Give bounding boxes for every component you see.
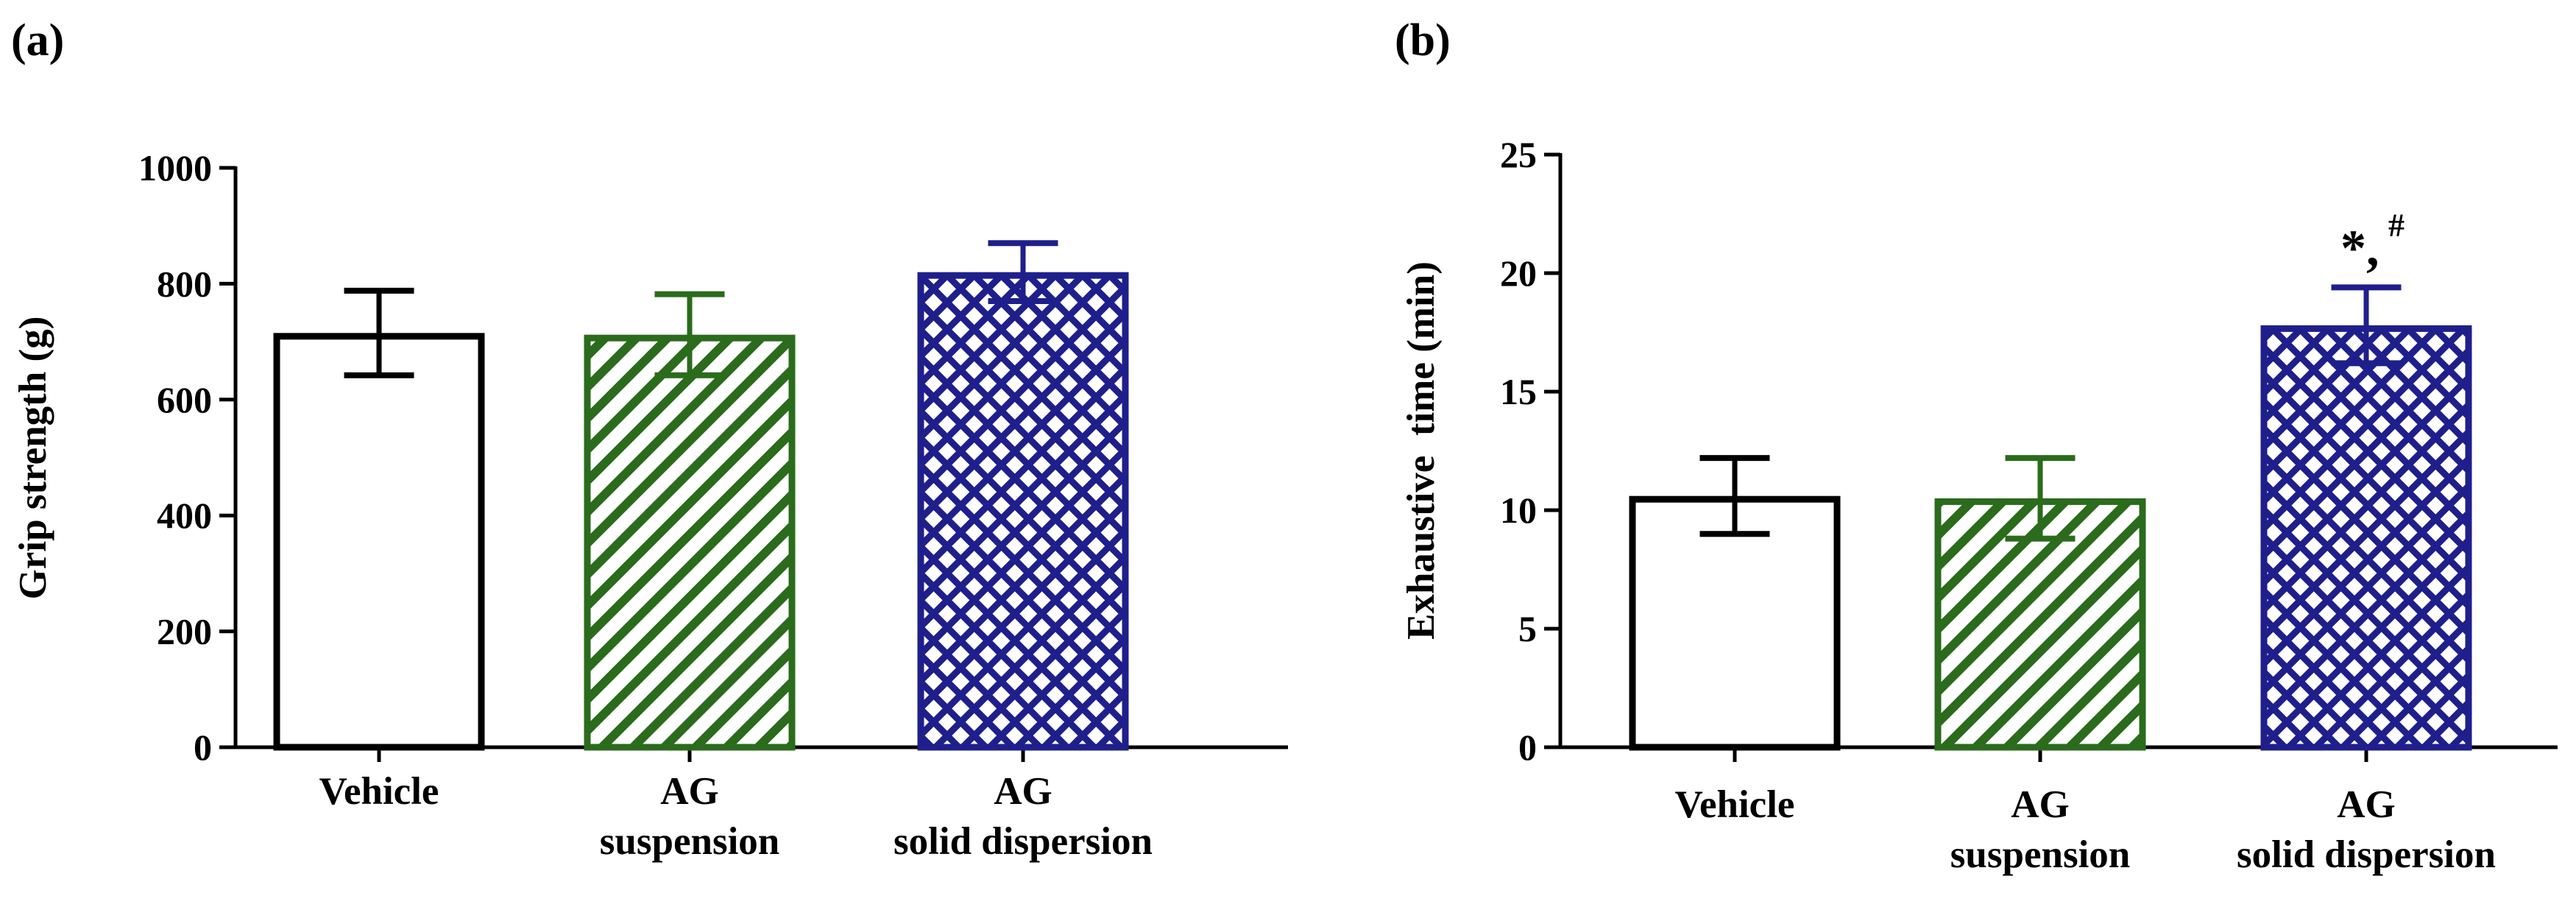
category-label: solid dispersion [2237, 833, 2496, 876]
panel-b-label: (b) [1395, 15, 1451, 66]
y-tick-label: 25 [1500, 134, 1537, 175]
y-tick-label: 0 [1518, 727, 1537, 768]
bar-dispersion [2260, 325, 2472, 751]
y-tick-label: 5 [1518, 608, 1537, 649]
y-axis-title: Exhaustive time (min) [1400, 261, 1443, 640]
bar-suspension [1934, 498, 2146, 751]
y-tick-label: 20 [1500, 253, 1537, 294]
category-label: suspension [600, 820, 780, 863]
bar-dispersion [917, 272, 1129, 751]
y-axis-title: Grip strength (g) [12, 317, 54, 600]
y-tick-label: 600 [157, 379, 212, 420]
y-tick-label: 0 [194, 727, 212, 768]
category-label: AG [660, 770, 719, 813]
category-label: suspension [1950, 833, 2131, 876]
y-tick-label: 200 [157, 611, 212, 652]
panel-a-label: (a) [11, 15, 64, 66]
panel-a: (a) 0 200 400 600 800 1000 Grip strength (g) Ve… [11, 15, 1288, 863]
category-label: solid dispersion [894, 820, 1153, 863]
category-label: Vehicle [1675, 783, 1795, 826]
y-tick-label: 1000 [138, 147, 212, 188]
y-tick-label: 15 [1500, 371, 1537, 412]
y-tick-label: 800 [157, 263, 212, 304]
bar-vehicle [273, 333, 485, 751]
bar-suspension [584, 334, 796, 751]
category-label: AG [994, 770, 1052, 813]
category-label: AG [2337, 783, 2396, 826]
category-label: Vehicle [319, 770, 439, 813]
category-label: AG [2011, 783, 2070, 826]
y-tick-label: 400 [157, 495, 212, 536]
significance-superscript: # [2388, 207, 2405, 243]
significance-annotation: *, [2340, 220, 2379, 277]
panel-b: (b) 0 5 10 15 20 25 Exhaustive time (min) Vehic… [1395, 15, 2558, 876]
y-tick-label: 10 [1500, 490, 1537, 531]
